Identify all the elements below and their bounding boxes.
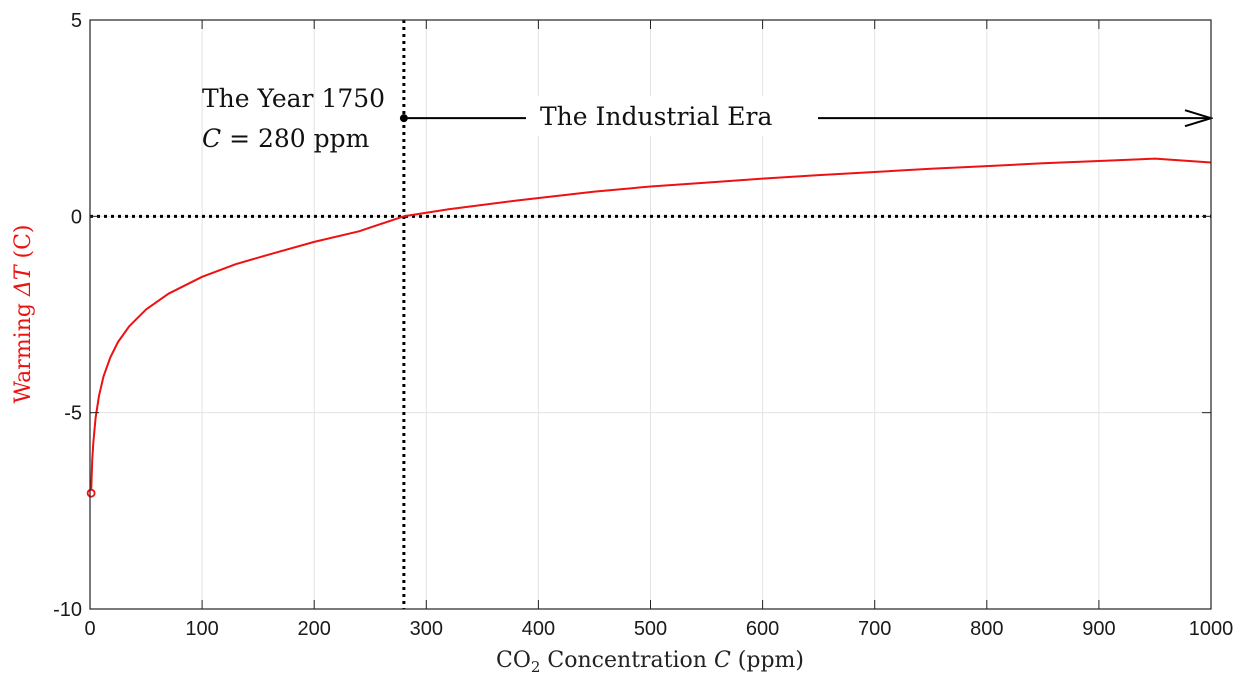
y-tick-label: -5 [64,403,82,425]
x-tick-label: 0 [84,618,95,640]
x-axis-label-unit: (ppm) [731,648,804,673]
x-axis-label: CO2 Concentration C (ppm) [496,648,804,676]
x-tick-label: 600 [746,618,779,640]
c-280-value: = 280 ppm [221,124,370,153]
y-axis-label-warming: Warming [11,296,36,403]
x-tick-label: 400 [522,618,555,640]
series-line [90,157,1212,494]
c-280-label: C = 280 ppm [202,124,370,153]
era-label-background [526,96,818,136]
start-marker [86,488,96,498]
x-axis-label-co: CO [496,648,531,673]
y-tick-labels: -10 -5 0 5 [53,10,82,621]
x-axis-label-concentration: Concentration [540,648,714,673]
y-axis-label: Warming ΔT (C) [11,224,36,403]
curve-layer [86,157,1212,498]
x-axis-label-variable: C [714,648,731,673]
year-1750-label: The Year 1750 [202,84,385,113]
x-tick-label: 100 [185,618,218,640]
y-axis-label-variable: ΔT [11,263,36,297]
x-axis-label-subscript: 2 [531,658,541,676]
x-tick-label: 1000 [1189,618,1234,640]
x-tick-label: 700 [858,618,891,640]
axis-ticks [89,19,1212,610]
x-tick-label: 200 [298,618,331,640]
x-tick-label: 800 [970,618,1003,640]
y-tick-label: -10 [53,599,82,621]
x-tick-label: 900 [1082,618,1115,640]
x-tick-label: 500 [634,618,667,640]
x-tick-label: 300 [410,618,443,640]
y-tick-label: 5 [71,10,82,32]
x-tick-labels: 0 100 200 300 400 500 600 700 800 900 1000 [84,618,1233,640]
y-axis-label-unit: (C) [11,224,36,265]
c-variable: C [202,124,221,153]
y-tick-label: 0 [71,206,82,228]
era-arrow-start-dot [399,114,408,123]
industrial-era-label: The Industrial Era [540,102,772,131]
